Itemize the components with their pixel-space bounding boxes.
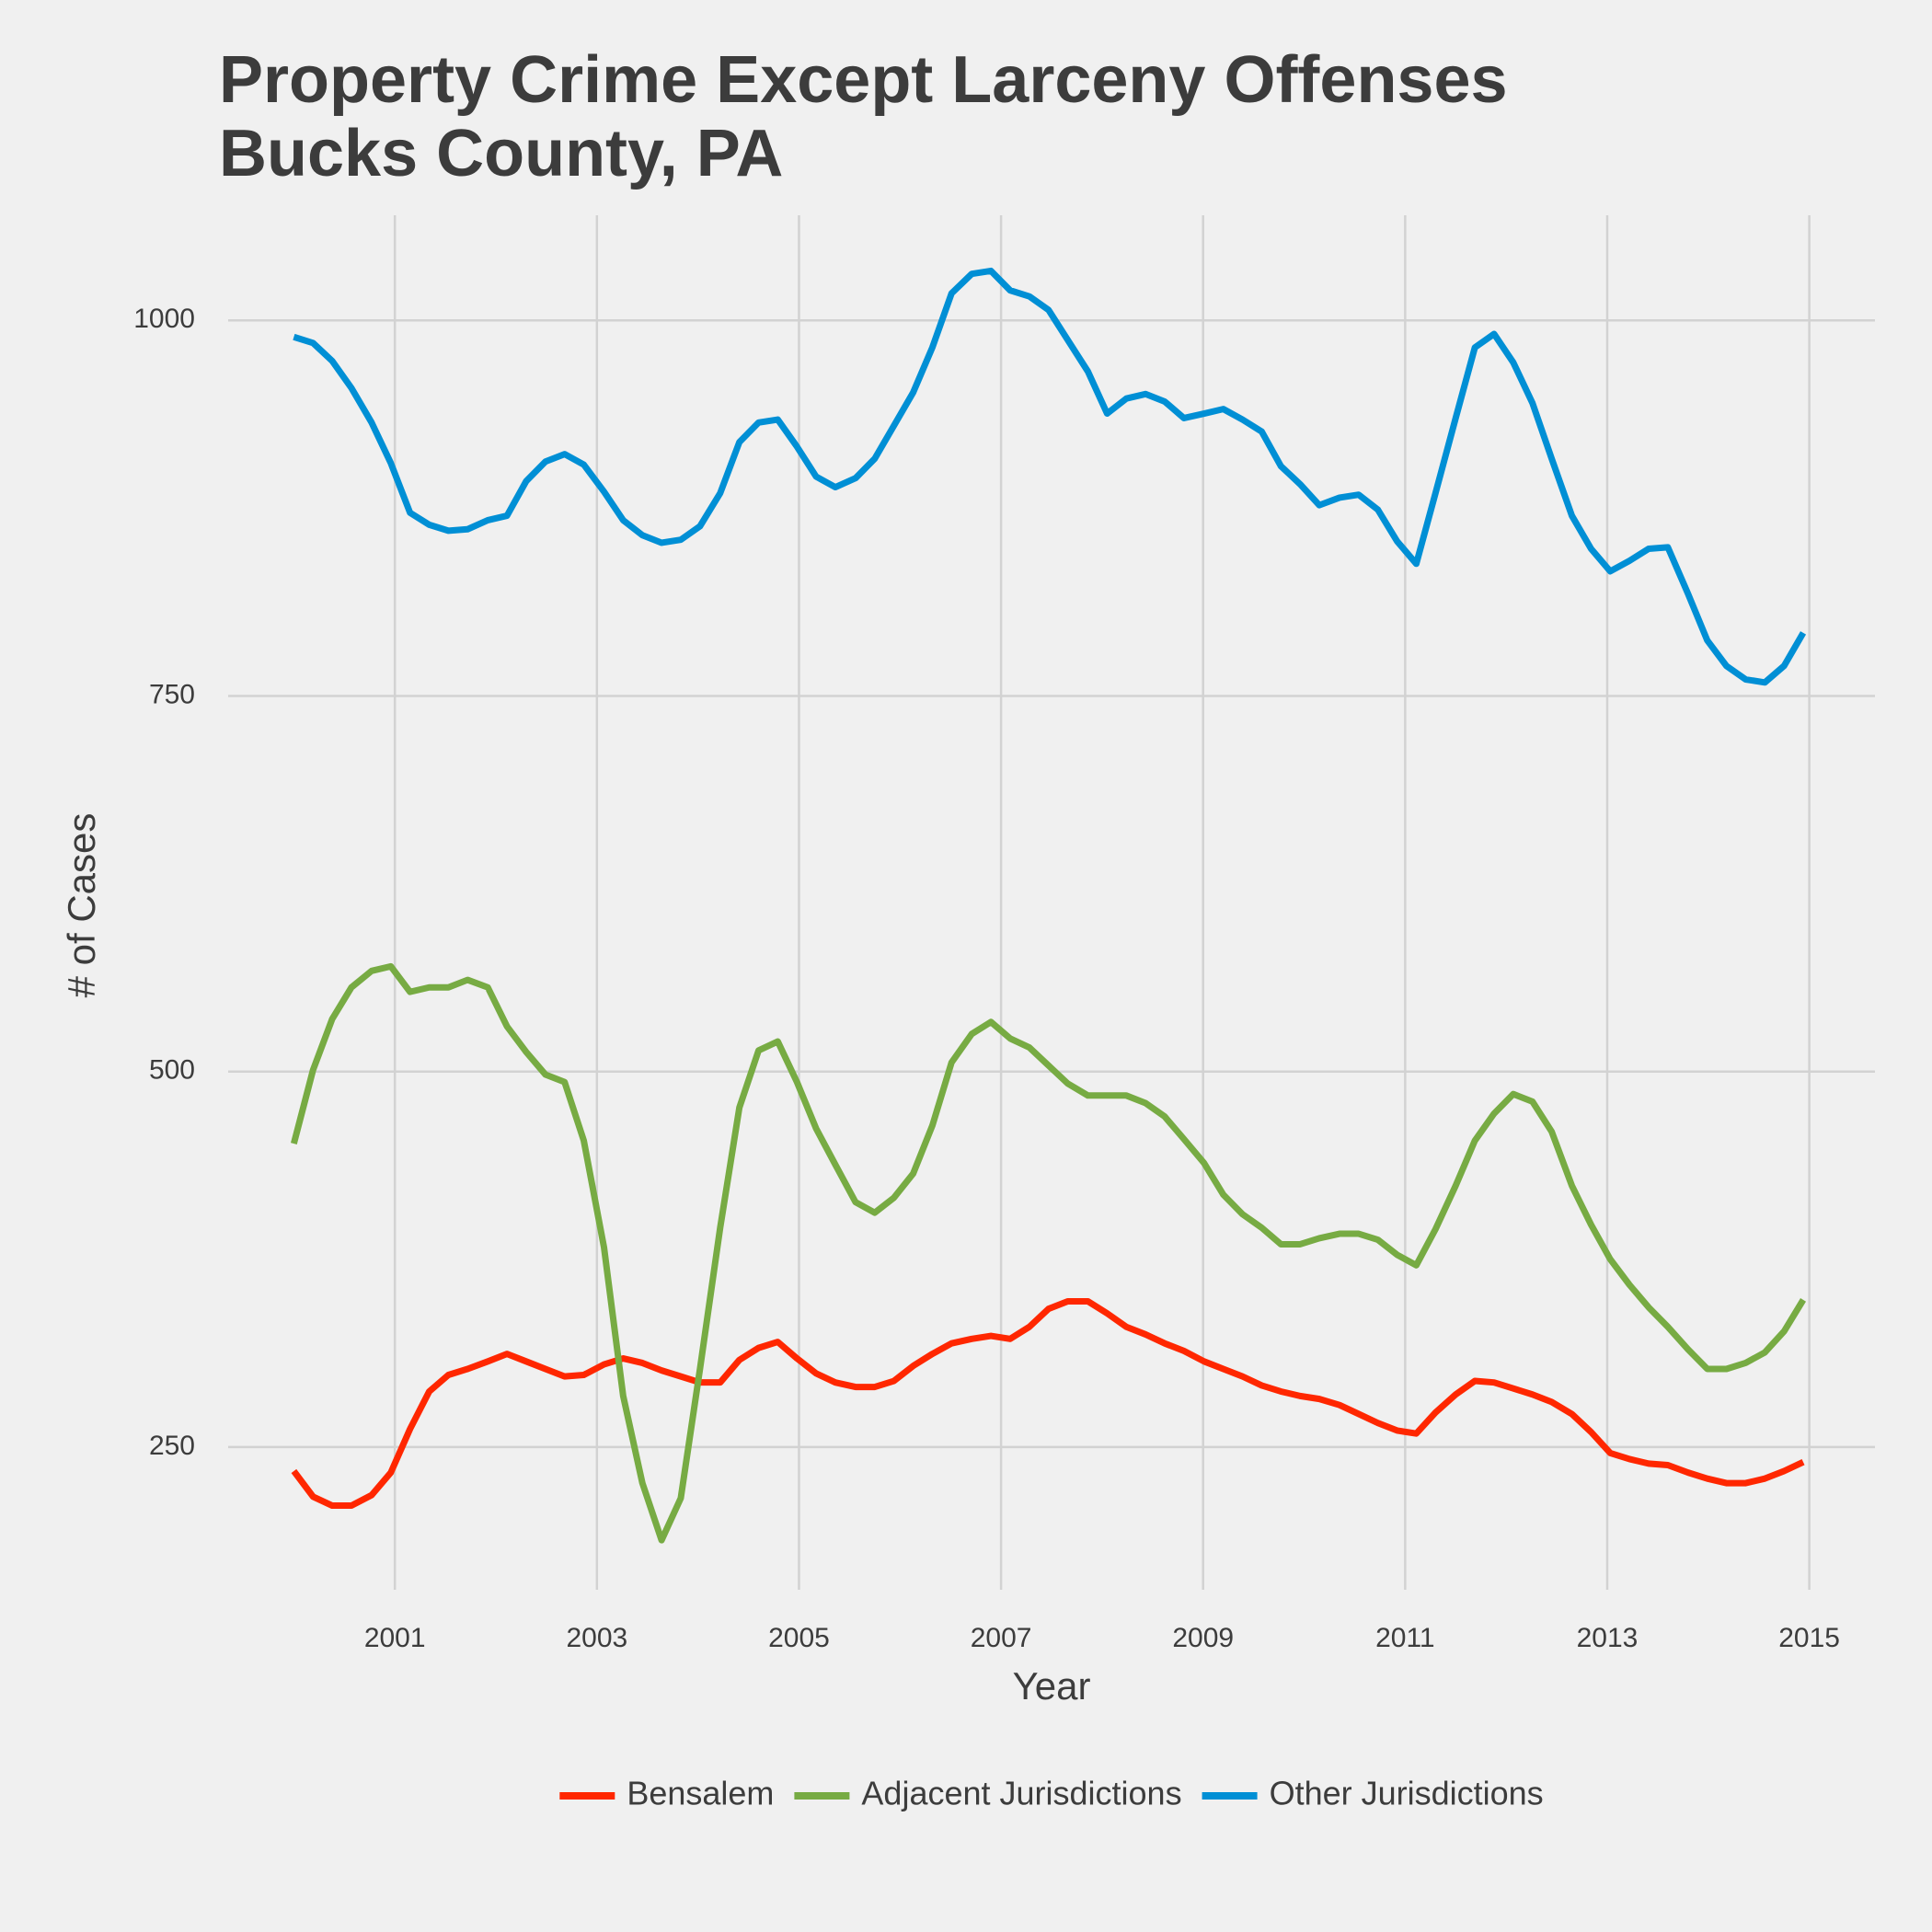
data-line <box>290 962 1807 1544</box>
x-axis-title: Year <box>1013 1664 1091 1708</box>
x-tick-label: 2007 <box>971 1623 1032 1653</box>
legend-label: Other Jurisdictions <box>1270 1775 1544 1812</box>
chart-title: Property Crime Except Larceny Offenses <box>219 43 1508 117</box>
y-tick-label: 250 <box>149 1431 195 1461</box>
y-axis-title: # of Cases <box>60 813 103 998</box>
x-tick-label: 2015 <box>1778 1623 1840 1653</box>
data-line <box>291 1298 1805 1510</box>
y-tick-label: 1000 <box>133 304 195 334</box>
legend-label: Adjacent Jurisdictions <box>861 1775 1181 1812</box>
x-tick-label: 2005 <box>768 1623 830 1653</box>
x-tick-label: 2013 <box>1577 1623 1639 1653</box>
x-tick-label: 2001 <box>364 1623 426 1653</box>
chart-title: Bucks County, PA <box>219 117 783 190</box>
x-tick-label: 2011 <box>1375 1623 1435 1653</box>
legend-label: Bensalem <box>627 1775 774 1812</box>
y-tick-label: 750 <box>149 679 195 709</box>
y-tick-label: 500 <box>149 1055 195 1086</box>
x-tick-label: 2003 <box>566 1623 627 1653</box>
data-line <box>293 267 1807 686</box>
x-tick-label: 2009 <box>1172 1623 1234 1653</box>
